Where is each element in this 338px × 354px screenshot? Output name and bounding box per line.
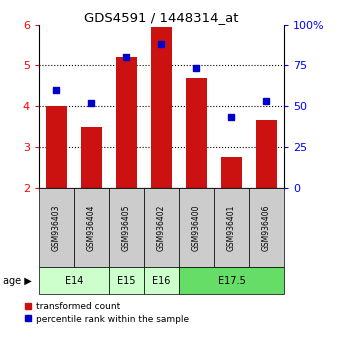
Bar <box>249 188 284 267</box>
Bar <box>179 267 284 294</box>
Text: E16: E16 <box>152 275 171 286</box>
Text: E15: E15 <box>117 275 136 286</box>
Text: GSM936404: GSM936404 <box>87 204 96 251</box>
Bar <box>74 188 109 267</box>
Text: E14: E14 <box>65 275 83 286</box>
Bar <box>39 188 74 267</box>
Bar <box>151 27 172 188</box>
Bar <box>186 78 207 188</box>
Bar <box>109 188 144 267</box>
Text: age ▶: age ▶ <box>3 275 32 286</box>
Text: GSM936401: GSM936401 <box>227 204 236 251</box>
Bar <box>39 267 109 294</box>
Bar <box>221 157 242 188</box>
Text: GSM936405: GSM936405 <box>122 204 131 251</box>
Title: GDS4591 / 1448314_at: GDS4591 / 1448314_at <box>84 11 239 24</box>
Bar <box>179 188 214 267</box>
Bar <box>116 57 137 188</box>
Bar <box>144 188 179 267</box>
Bar <box>214 188 249 267</box>
Text: GSM936400: GSM936400 <box>192 204 201 251</box>
Text: GSM936402: GSM936402 <box>157 204 166 251</box>
Bar <box>109 267 144 294</box>
Text: GSM936406: GSM936406 <box>262 204 271 251</box>
Bar <box>81 127 102 188</box>
Bar <box>256 120 277 188</box>
Legend: transformed count, percentile rank within the sample: transformed count, percentile rank withi… <box>21 298 192 327</box>
Bar <box>46 106 67 188</box>
Text: E17.5: E17.5 <box>218 275 245 286</box>
Bar <box>144 267 179 294</box>
Text: GSM936403: GSM936403 <box>52 204 61 251</box>
